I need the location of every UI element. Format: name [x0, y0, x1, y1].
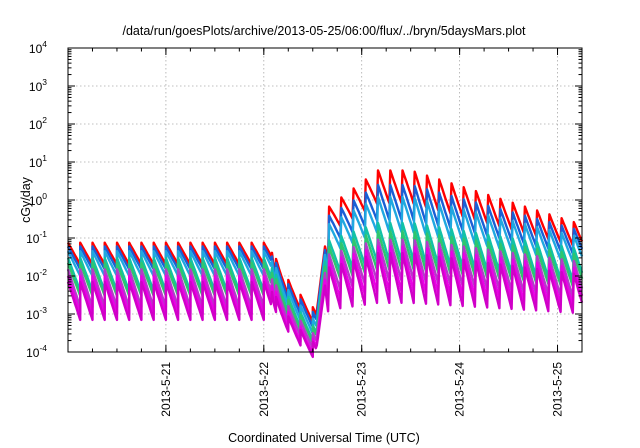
x-tick-label: 2013-5-21 [159, 362, 173, 417]
y-tick-label: 10-1 [26, 229, 47, 246]
data-series-8 [66, 251, 584, 359]
y-tick-label: 10-3 [26, 305, 47, 322]
x-tick-label: 2013-5-23 [355, 362, 369, 417]
x-tick-label: 2013-5-24 [453, 362, 467, 417]
y-axis-label: cGy/day [19, 176, 33, 223]
y-tick-label: 103 [29, 77, 47, 94]
x-axis-label: Coordinated Universal Time (UTC) [228, 431, 420, 445]
y-tick-label: 10-4 [26, 343, 47, 360]
x-tick-label: 2013-5-22 [257, 362, 271, 417]
axes: 10-4 10-3 10-2 10-1 100 101 102 103 104 2013-5-21… [26, 39, 582, 417]
series-group [66, 169, 584, 359]
data-series-6 [66, 238, 584, 350]
data-series-7 [66, 245, 584, 355]
y-tick-label: 104 [29, 39, 47, 56]
y-tick-label: 10-2 [26, 267, 47, 284]
y-tick-label: 100 [29, 191, 47, 208]
grid [68, 47, 582, 353]
x-tick-label: 2013-5-25 [551, 362, 565, 417]
data-series-1 [66, 169, 584, 324]
y-tick-label: 101 [29, 153, 47, 170]
y-tick-label: 102 [29, 115, 47, 132]
chart-title: /data/run/goesPlots/archive/2013-05-25/0… [122, 24, 526, 38]
